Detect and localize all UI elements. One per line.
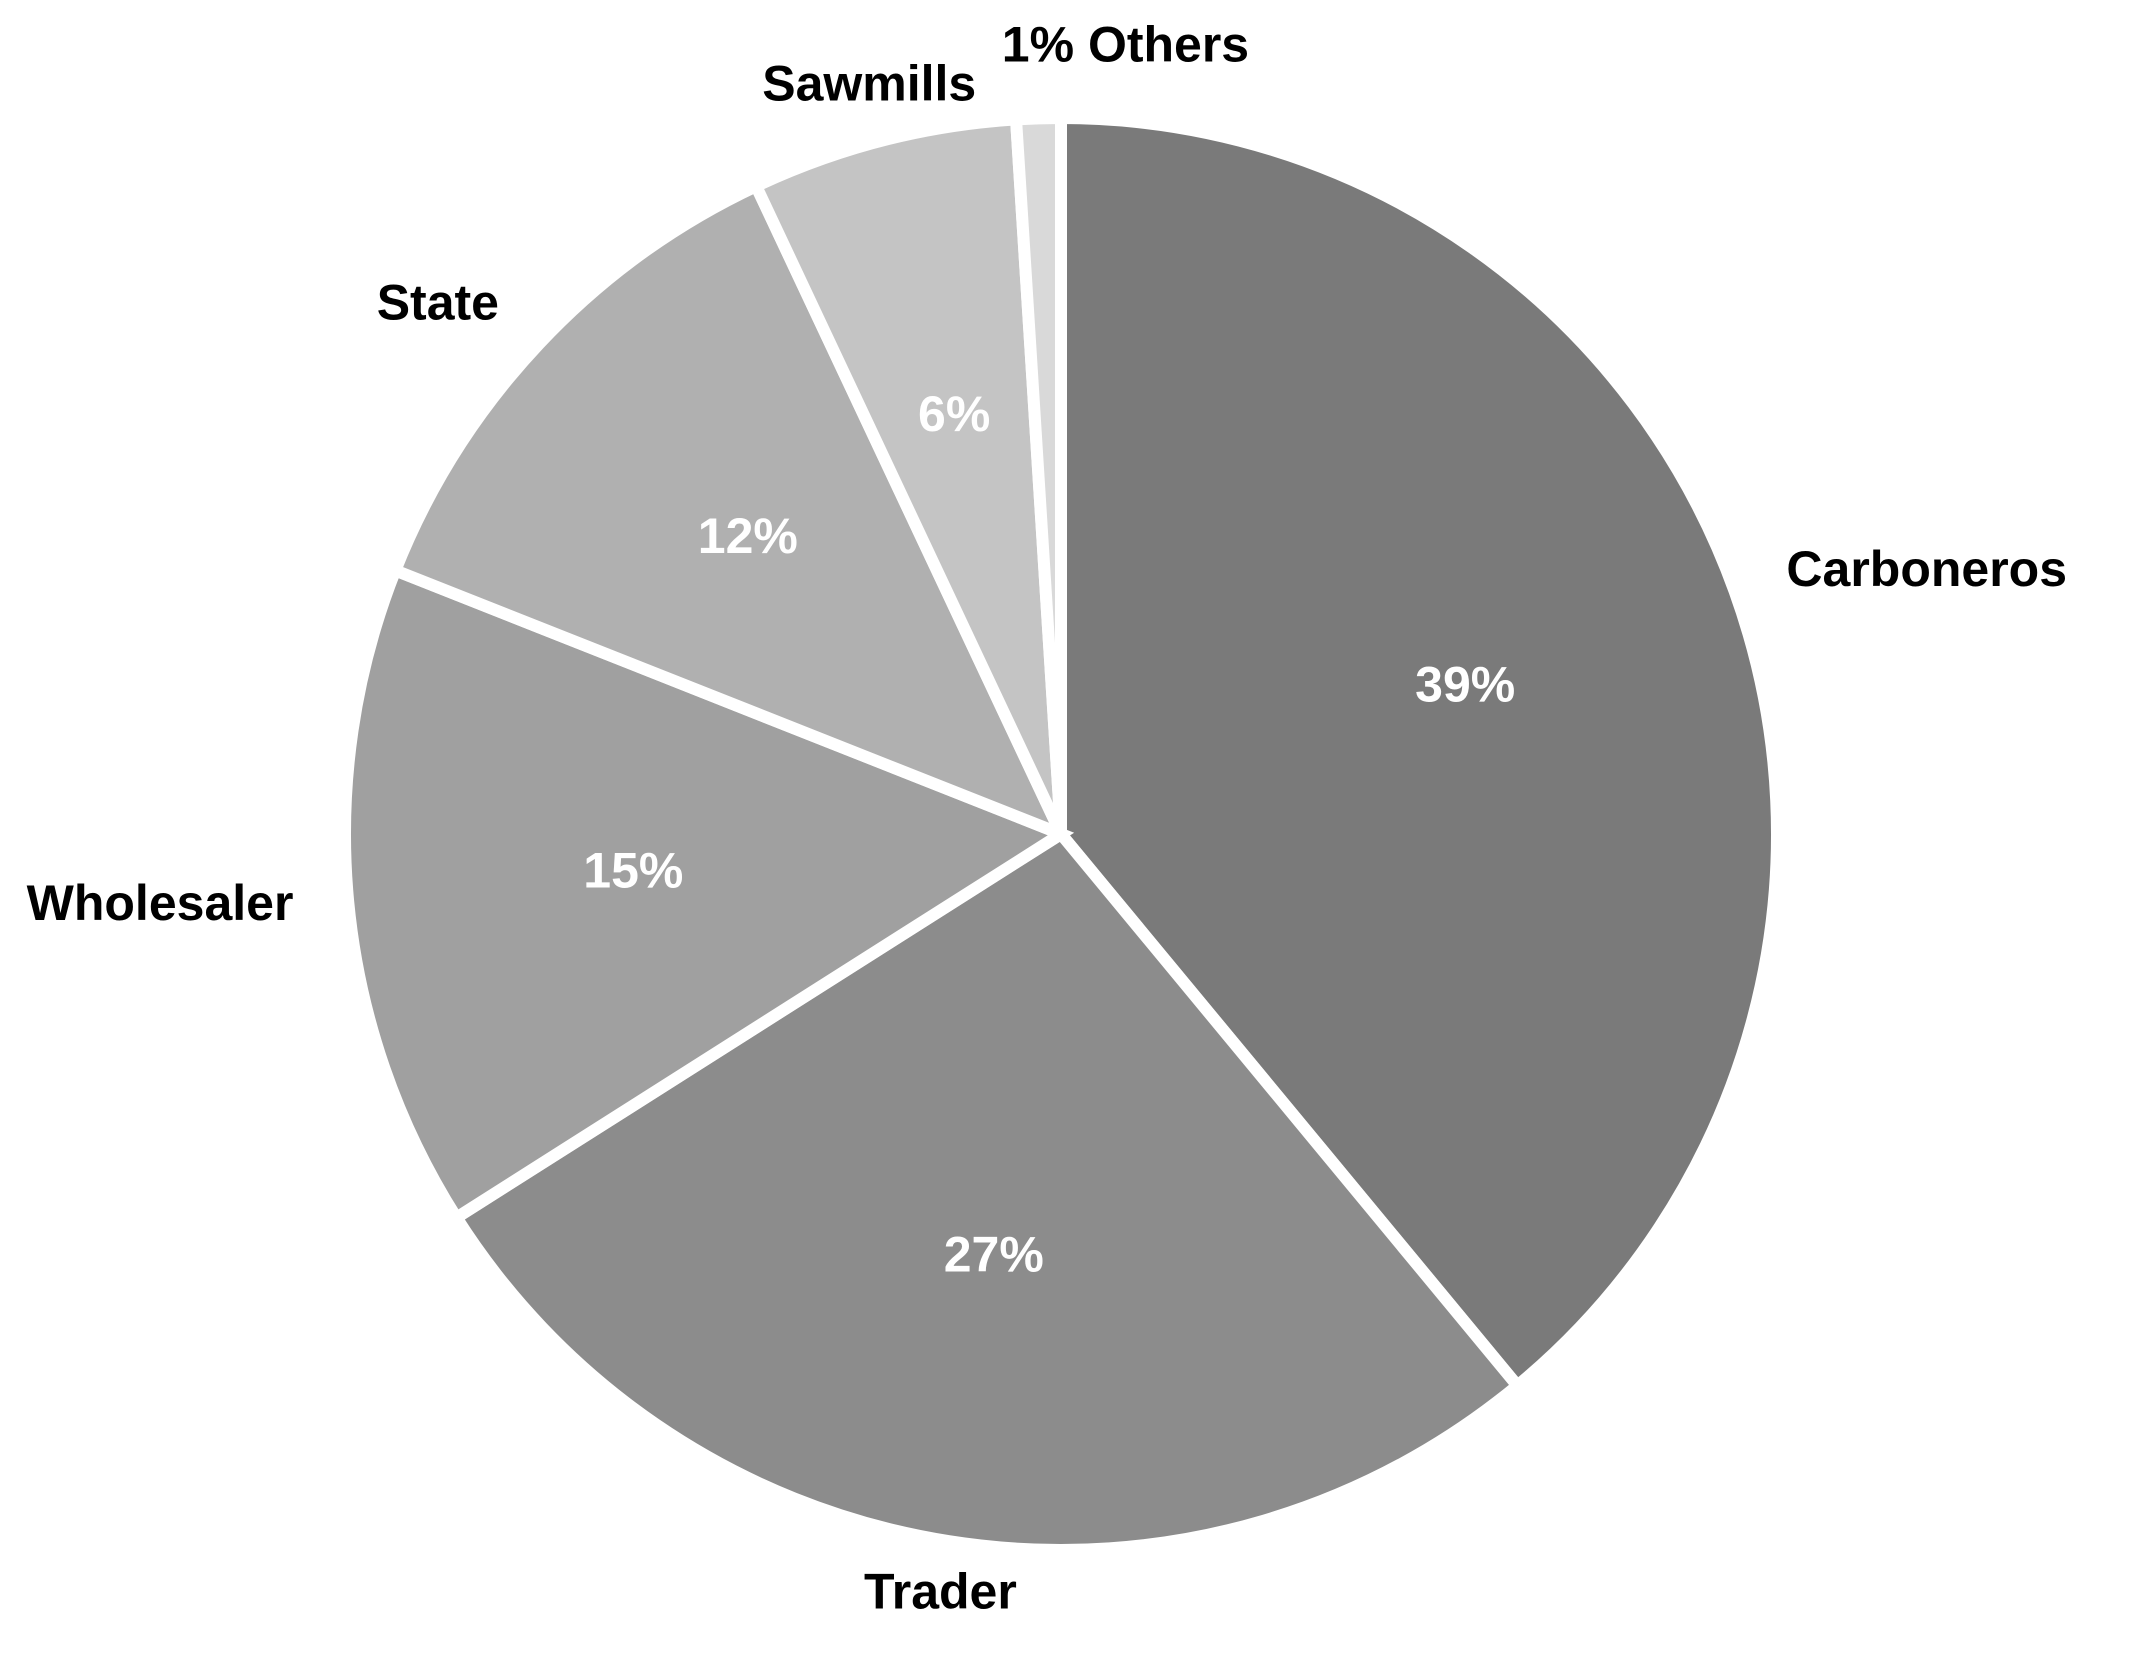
value-label: 12% [698, 508, 798, 564]
category-label: Wholesaler [27, 875, 294, 931]
category-label: Carboneros [1786, 541, 2067, 597]
pie-slice [1009, 111, 1067, 835]
category-label [1074, 17, 1088, 73]
pie-slice [1055, 111, 1783, 1395]
category-label: Others [1088, 17, 1249, 73]
pie-slice [448, 826, 1526, 1556]
pie-slice [387, 178, 1073, 846]
category-label: Trader [864, 1564, 1017, 1620]
category-label: State [377, 274, 499, 330]
value-label: 27% [944, 1227, 1044, 1283]
pie-slice [339, 562, 1075, 1226]
pie-slice [748, 113, 1067, 837]
value-label: 15% [583, 843, 683, 899]
category-label: Sawmills [762, 55, 976, 111]
value-label: 6% [918, 386, 990, 442]
value-label: 1% [1002, 17, 1074, 73]
slice-label: 1% Others [1002, 17, 1249, 73]
value-label: 39% [1415, 657, 1515, 713]
